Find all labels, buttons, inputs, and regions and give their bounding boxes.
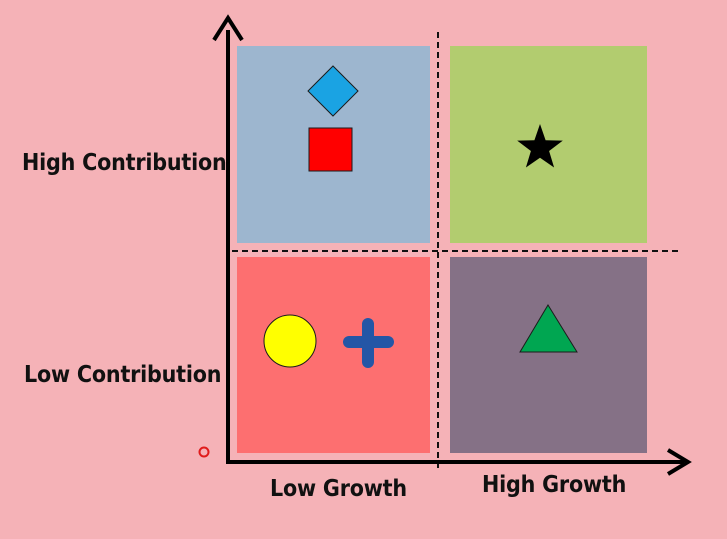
- diamond-icon: [307, 65, 359, 117]
- plus-icon-vertical: [362, 318, 374, 368]
- star-icon: [517, 124, 563, 168]
- y-axis-arrowhead: [212, 14, 244, 42]
- origin-marker-icon: [198, 446, 210, 458]
- quadrant-low-contribution-low-growth: [237, 257, 430, 453]
- circle-icon: [263, 314, 317, 368]
- quadrant-low-contribution-high-growth: [450, 257, 647, 453]
- triangle-icon: [519, 304, 578, 353]
- x-axis-high-label: High Growth: [482, 472, 627, 498]
- x-axis-low-label: Low Growth: [270, 476, 407, 502]
- y-axis-low-label: Low Contribution: [24, 362, 222, 388]
- y-axis-high-label: High Contribution: [22, 150, 227, 176]
- x-axis-arrowhead: [666, 448, 692, 476]
- square-icon: [308, 127, 353, 172]
